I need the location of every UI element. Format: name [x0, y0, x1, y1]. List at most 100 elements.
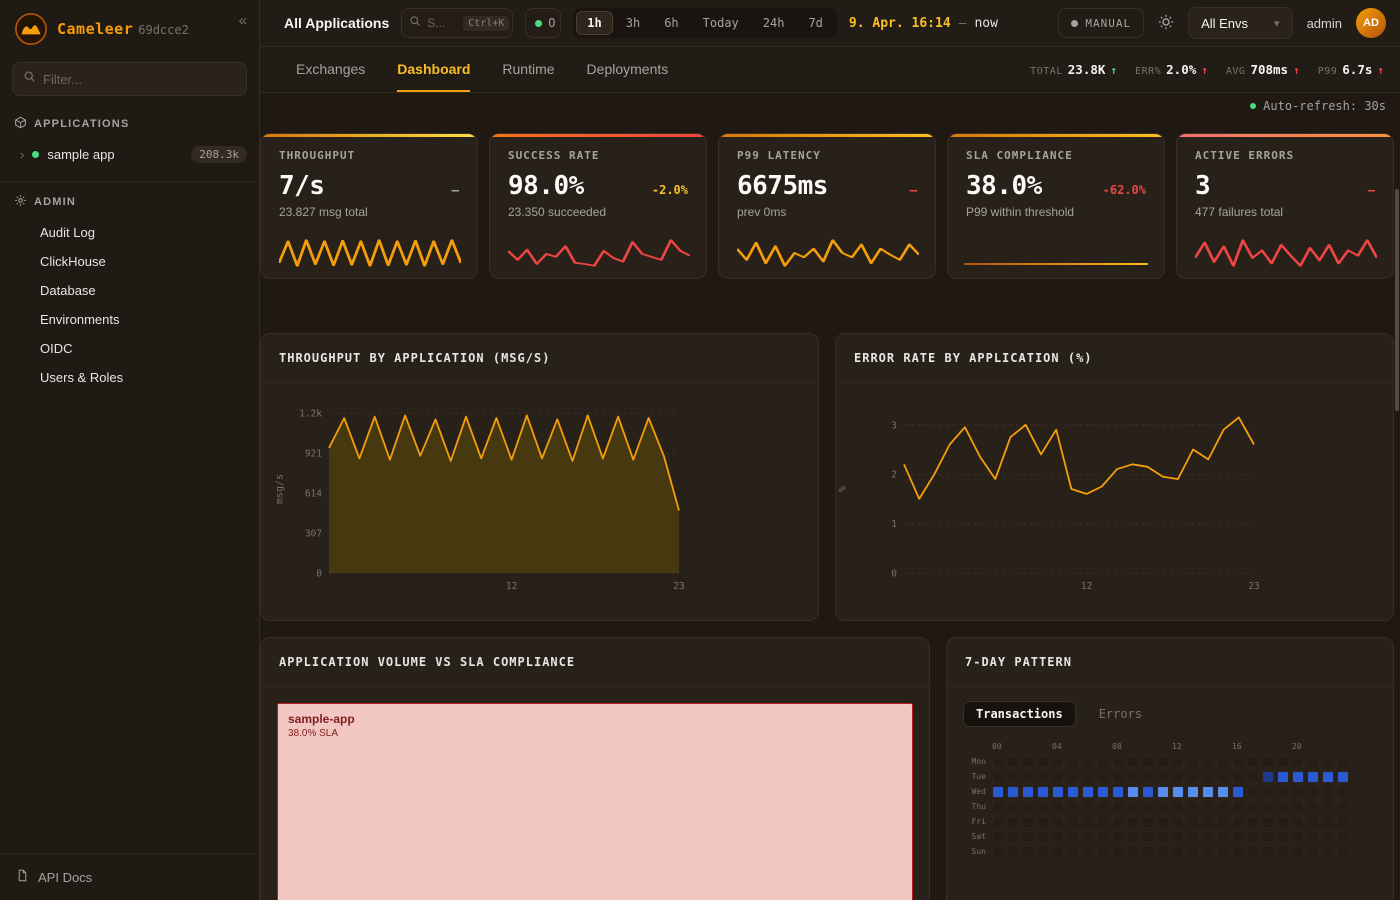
time-range-today[interactable]: Today: [692, 11, 750, 35]
window-start-time[interactable]: 9. Apr. 16:14: [849, 16, 951, 31]
sidebar-item-oidc[interactable]: OIDC: [0, 334, 259, 363]
summary-stats: TOTAL 23.8K ↑ ERR% 2.0% ↑ AVG 708ms ↑ P9…: [1030, 47, 1390, 92]
time-range-selector: 1h 3h 6h Today 24h 7d: [573, 8, 837, 38]
heatmap-cell: [1157, 831, 1169, 843]
heatmap-hour-label: [1037, 741, 1049, 753]
heatmap-cell: [992, 816, 1004, 828]
heatmap-cell: [1037, 756, 1049, 768]
heatmap-cell: [1292, 816, 1304, 828]
kpi-sparkline: [279, 237, 461, 269]
sidebar-filter: [12, 62, 247, 96]
stat-avg-latency: AVG 708ms ↑: [1226, 62, 1300, 77]
manual-refresh-mode-button[interactable]: MANUAL: [1058, 8, 1144, 38]
treemap-card: APPLICATION VOLUME VS SLA COMPLIANCE sam…: [260, 637, 930, 900]
heatmap-cell: [1232, 786, 1244, 798]
heatmap-hour-label: [1217, 741, 1229, 753]
environment-select[interactable]: All Envs ▾: [1188, 7, 1293, 39]
manual-mode-dot: [1071, 20, 1078, 27]
sidebar-item-environments[interactable]: Environments: [0, 305, 259, 334]
global-search-input[interactable]: [427, 16, 457, 30]
filter-input[interactable]: [43, 72, 236, 87]
sidebar-item-audit-log[interactable]: Audit Log: [0, 218, 259, 247]
stat-p99-latency: P99 6.7s ↑: [1318, 62, 1384, 77]
heatmap-cell: [1187, 846, 1199, 858]
heatmap-cell: [1172, 801, 1184, 813]
bottom-row: APPLICATION VOLUME VS SLA COMPLIANCE sam…: [260, 637, 1394, 900]
time-range-24h[interactable]: 24h: [752, 11, 796, 35]
heatmap-cell: [1202, 801, 1214, 813]
auto-refresh-indicator[interactable]: Auto-refresh: 30s: [260, 93, 1394, 119]
heatmap-cell: [1052, 831, 1064, 843]
heatmap-cell: [1217, 786, 1229, 798]
heatmap-cell: [1067, 846, 1079, 858]
tab-runtime[interactable]: Runtime: [502, 47, 554, 92]
tab-dashboard[interactable]: Dashboard: [397, 47, 470, 92]
sidebar-item-database[interactable]: Database: [0, 276, 259, 305]
sidebar-item-clickhouse[interactable]: ClickHouse: [0, 247, 259, 276]
card-header: THROUGHPUT BY APPLICATION (MSG/S): [261, 334, 818, 383]
live-status-toggle[interactable]: O: [525, 8, 561, 38]
theme-toggle-button[interactable]: [1158, 14, 1174, 33]
heatmap-cell: [1127, 771, 1139, 783]
page-title: All Applications: [284, 15, 389, 31]
heatmap-cell: [1232, 831, 1244, 843]
treemap-cell[interactable]: sample-app 38.0% SLA: [277, 703, 913, 900]
scrollbar-thumb[interactable]: [1395, 189, 1399, 411]
time-range-1h[interactable]: 1h: [576, 11, 612, 35]
kpi-card-success-rate: SUCCESS RATE 98.0% -2.0% 23.350 succeede…: [489, 133, 707, 279]
toggle-transactions[interactable]: Transactions: [963, 701, 1076, 727]
heatmap-cell: [1307, 846, 1319, 858]
heatmap-cell: [1112, 771, 1124, 783]
kpi-sparkline: [508, 237, 690, 269]
chevron-right-icon[interactable]: ›: [20, 147, 24, 162]
heatmap-cell: [1037, 816, 1049, 828]
kpi-subtext: 477 failures total: [1195, 205, 1375, 219]
kpi-accent-bar: [1177, 134, 1393, 137]
svg-text:1: 1: [891, 519, 897, 530]
heatmap-cell: [1247, 771, 1259, 783]
heatmap-cell: [1337, 771, 1349, 783]
window-end-now[interactable]: now: [974, 16, 997, 31]
tab-exchanges[interactable]: Exchanges: [296, 47, 365, 92]
heatmap-cell: [1022, 771, 1034, 783]
user-avatar[interactable]: AD: [1356, 8, 1386, 38]
heatmap-cell: [1172, 771, 1184, 783]
sidebar-item-users-roles[interactable]: Users & Roles: [0, 363, 259, 392]
heatmap-cell: [992, 801, 1004, 813]
time-range-6h[interactable]: 6h: [653, 11, 689, 35]
heatmap-cell: [1082, 831, 1094, 843]
kpi-card-throughput: THROUGHPUT 7/s – 23.827 msg total: [260, 133, 478, 279]
card-header: ERROR RATE BY APPLICATION (%): [836, 334, 1393, 383]
heatmap-hour-label: [1022, 741, 1034, 753]
heatmap-day-label: Thu: [963, 801, 989, 813]
heatmap-cell: [1127, 786, 1139, 798]
sidebar-item-sample-app[interactable]: › sample app 208.3k: [0, 140, 259, 169]
global-search[interactable]: Ctrl+K: [401, 8, 513, 38]
heatmap-cell: [992, 831, 1004, 843]
applications-section-header: APPLICATIONS: [0, 104, 259, 140]
sidebar-collapse-button[interactable]: «: [239, 12, 247, 29]
kpi-subtext: 23.350 succeeded: [508, 205, 688, 219]
heatmap-cell: [1082, 846, 1094, 858]
heatmap-cell: [1277, 801, 1289, 813]
heatmap-cell: [1127, 756, 1139, 768]
heatmap-hour-label: [1307, 741, 1319, 753]
time-range-3h[interactable]: 3h: [615, 11, 651, 35]
toggle-errors[interactable]: Errors: [1086, 701, 1155, 727]
api-docs-link[interactable]: API Docs: [0, 853, 259, 900]
heatmap-hour-label: [1127, 741, 1139, 753]
heatmap-cell: [1157, 846, 1169, 858]
time-range-7d[interactable]: 7d: [797, 11, 833, 35]
treemap-cell-sla: 38.0% SLA: [288, 728, 902, 739]
tab-deployments[interactable]: Deployments: [587, 47, 669, 92]
heatmap-cell: [1022, 786, 1034, 798]
heatmap-cell: [1187, 816, 1199, 828]
heatmap-cell: [1247, 846, 1259, 858]
heatmap-cell: [1202, 831, 1214, 843]
kpi-value: 38.0%: [966, 171, 1042, 201]
heatmap-cell: [1322, 756, 1334, 768]
heatmap-day-label: Mon: [963, 756, 989, 768]
heatmap-cell: [1262, 846, 1274, 858]
heatmap-cell: [1262, 801, 1274, 813]
trend-up-icon: ↑: [1293, 64, 1300, 77]
